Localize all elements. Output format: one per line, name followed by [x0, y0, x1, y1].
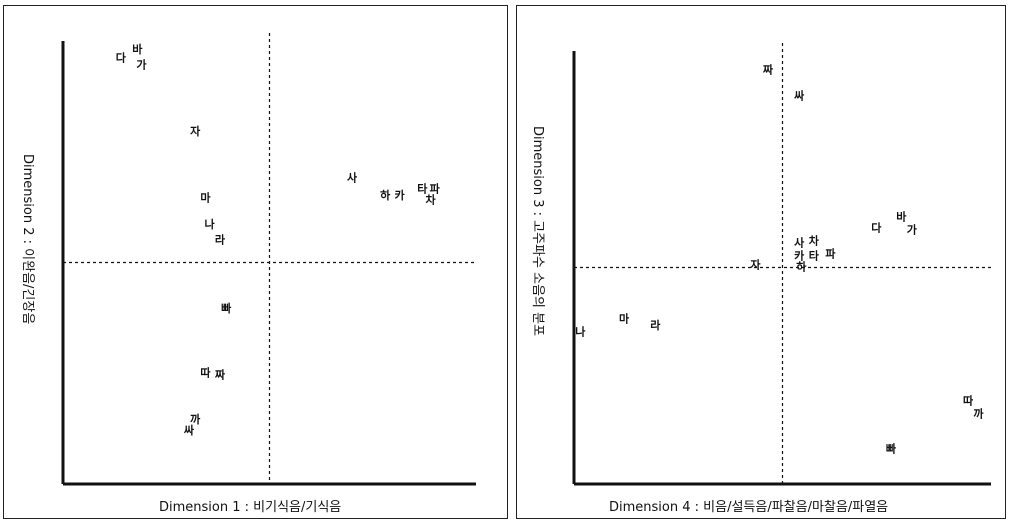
- data-point-label: 나: [575, 324, 585, 338]
- data-point-label: 타: [417, 181, 428, 195]
- data-point-label: 바: [132, 42, 143, 56]
- data-point-label: 다: [116, 51, 127, 65]
- data-point-label: 하: [380, 188, 391, 202]
- data-point-label: 사: [794, 236, 805, 250]
- data-point-label: 따: [963, 394, 974, 408]
- data-point-label: 따: [200, 365, 211, 379]
- data-point-label: 자: [190, 124, 201, 138]
- data-point-label: 카: [794, 249, 804, 263]
- data-point-label: 까: [973, 407, 984, 421]
- data-point-label: 마: [200, 190, 211, 204]
- left-y-axis-label: Dimension 2 : 이완음/긴장음: [20, 154, 35, 325]
- data-point-label: 카: [395, 188, 405, 202]
- data-point-label: 짜: [763, 62, 774, 76]
- data-point-label: 바: [896, 210, 907, 224]
- data-point-label: 차: [426, 192, 437, 206]
- data-point-label: 라: [650, 318, 661, 332]
- data-point-label: 다: [871, 221, 882, 235]
- data-point-label: 마: [619, 311, 630, 325]
- data-point-label: 하: [796, 260, 807, 274]
- left-x-axis-label: Dimension 1 : 비기식음/기식음: [159, 500, 342, 515]
- data-point-label: 파: [430, 181, 441, 195]
- data-point-label: 빠: [221, 301, 232, 315]
- data-point-label: 싸: [184, 423, 195, 437]
- data-point-label: 차: [809, 234, 820, 248]
- data-point-label: 가: [907, 223, 917, 237]
- data-point-label: 까: [190, 412, 201, 426]
- data-point-label: 짜: [215, 367, 226, 381]
- data-point-label: 빠: [886, 441, 897, 455]
- data-point-label: 파: [825, 247, 836, 261]
- data-point-label: 타: [809, 249, 820, 263]
- data-point-label: 라: [215, 232, 226, 246]
- data-point-label: 싸: [794, 88, 805, 102]
- right-y-axis-label: Dimension 3 : 고주파수 소음의 분포: [530, 126, 545, 337]
- data-point-label: 가: [136, 57, 146, 71]
- data-point-label: 나: [205, 217, 215, 231]
- data-point-label: 자: [750, 257, 761, 271]
- right-x-axis-label: Dimension 4 : 비음/설득음/파찰음/마찰음/파열음: [609, 500, 889, 515]
- data-point-label: 사: [347, 170, 358, 184]
